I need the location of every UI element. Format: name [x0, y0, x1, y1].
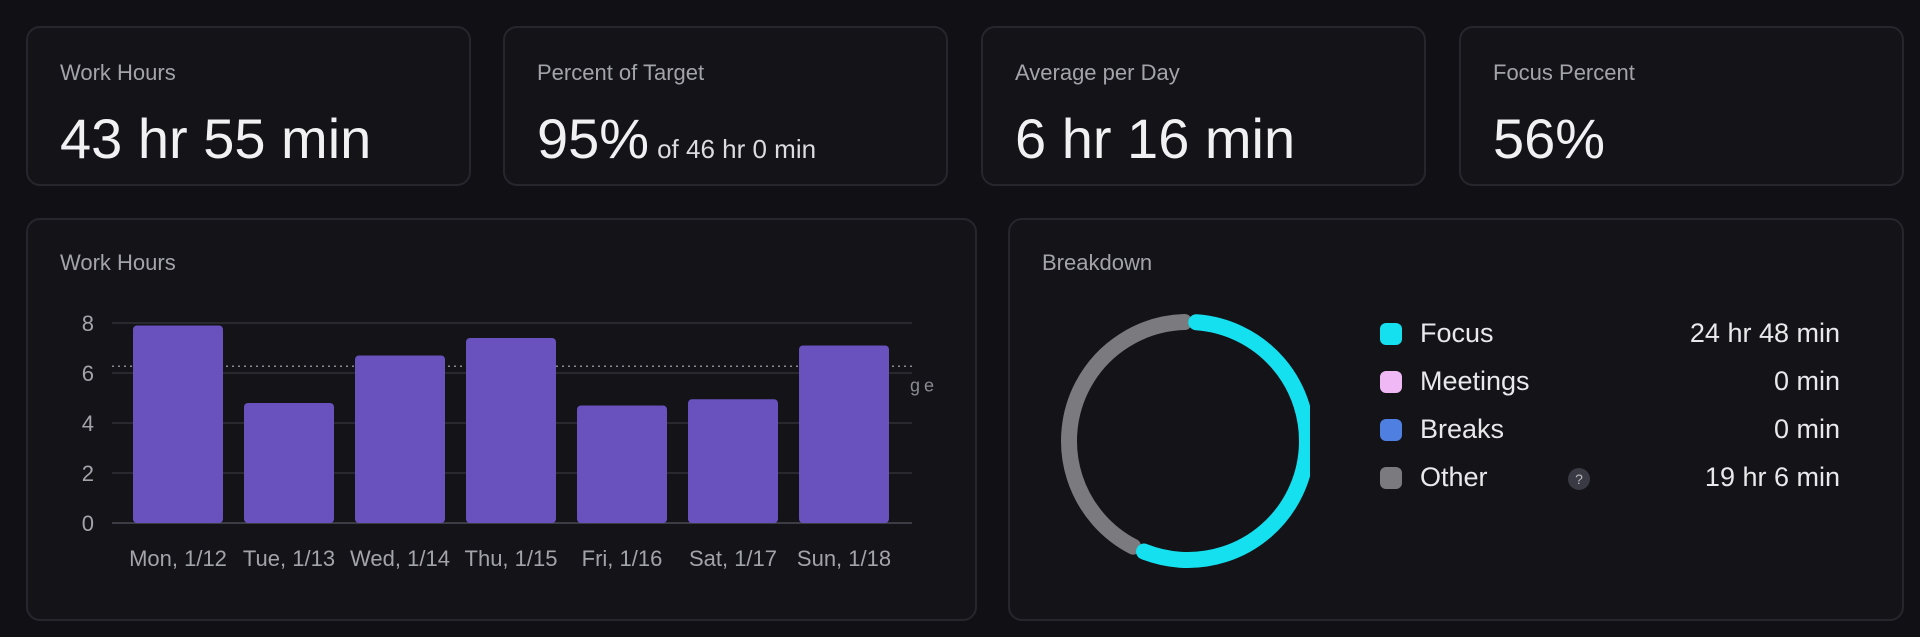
legend-item-breaks: Breaks 0 min — [1380, 412, 1840, 448]
stat-value-main: 43 hr 55 min — [60, 107, 372, 170]
stat-label: Average per Day — [1015, 60, 1180, 85]
work-hours-bar-chart: 0 2 4 6 8 ge Mon, 1/12 Tue, 1/13 Wed, 1/14 Thu, 1… — [82, 311, 934, 571]
stat-value-sub: of 46 hr 0 min — [657, 134, 817, 164]
bar — [577, 405, 667, 523]
donut-segment-other — [1061, 314, 1310, 568]
legend-value: 0 min — [1773, 366, 1840, 396]
stat-value-main: 6 hr 16 min — [1015, 107, 1296, 170]
stat-label: Focus Percent — [1493, 60, 1635, 85]
stat-value-main: 56% — [1493, 107, 1606, 170]
bar — [355, 355, 445, 523]
x-tick-label: Sun, 1/18 — [797, 546, 891, 571]
legend-label: Focus — [1420, 318, 1494, 348]
panel-title: Breakdown — [1042, 250, 1153, 275]
breakdown-panel: Breakdown Focus 24 hr 48 min Meetings 0 … — [1008, 218, 1904, 621]
legend-item-meetings: Meetings 0 min — [1380, 364, 1840, 400]
legend-swatch-other — [1380, 467, 1402, 489]
stat-value: 6 hr 16 min — [1015, 106, 1295, 171]
stat-value: 43 hr 55 min — [60, 106, 371, 171]
legend-label: Breaks — [1420, 414, 1505, 444]
stat-card-percent-of-target: Percent of Target 95% of 46 hr 0 min — [503, 26, 948, 186]
legend-item-focus: Focus 24 hr 48 min — [1380, 316, 1840, 352]
x-tick-label: Mon, 1/12 — [129, 546, 227, 571]
bar — [244, 403, 334, 523]
x-tick-label: Sat, 1/17 — [689, 546, 777, 571]
y-tick-label: 4 — [82, 411, 94, 436]
average-line-label: ge — [910, 375, 934, 395]
y-tick-label: 0 — [82, 511, 94, 536]
donut-segment-focus — [1061, 314, 1310, 568]
legend-value: 0 min — [1773, 414, 1840, 444]
x-tick-label: Thu, 1/15 — [465, 546, 558, 571]
work-hours-chart-panel: Work Hours 0 2 4 6 8 ge Mon, 1/12 Tue, 1/13 Wed,… — [26, 218, 977, 621]
bar — [466, 338, 556, 523]
legend-swatch-focus — [1380, 323, 1402, 345]
stat-label: Work Hours — [60, 60, 176, 85]
legend-swatch-meetings — [1380, 371, 1402, 393]
legend-value: 19 hr 6 min — [1704, 462, 1840, 492]
legend-swatch-breaks — [1380, 419, 1402, 441]
legend-label: Other — [1420, 462, 1488, 492]
legend-item-other: Other ? 19 hr 6 min — [1380, 460, 1840, 496]
help-icon[interactable]: ? — [1568, 468, 1590, 490]
bar — [799, 345, 889, 523]
panel-title: Work Hours — [60, 250, 176, 275]
bar — [688, 399, 778, 523]
stat-value: 95% of 46 hr 0 min — [537, 106, 816, 171]
stat-card-average-per-day: Average per Day 6 hr 16 min — [981, 26, 1426, 186]
stat-value-main: 95% — [537, 107, 650, 170]
stat-card-work-hours: Work Hours 43 hr 55 min — [26, 26, 471, 186]
y-tick-label: 8 — [82, 311, 94, 336]
stat-card-focus-percent: Focus Percent 56% — [1459, 26, 1904, 186]
breakdown-donut-chart — [1061, 314, 1310, 568]
x-tick-label: Tue, 1/13 — [243, 546, 335, 571]
stat-value: 56% — [1493, 106, 1605, 171]
x-tick-label: Wed, 1/14 — [350, 546, 450, 571]
x-tick-label: Fri, 1/16 — [582, 546, 663, 571]
y-tick-label: 2 — [82, 461, 94, 486]
stat-label: Percent of Target — [537, 60, 705, 85]
bar — [133, 325, 223, 523]
legend-label: Meetings — [1420, 366, 1530, 396]
legend-value: 24 hr 48 min — [1689, 318, 1840, 348]
y-tick-label: 6 — [82, 361, 94, 386]
